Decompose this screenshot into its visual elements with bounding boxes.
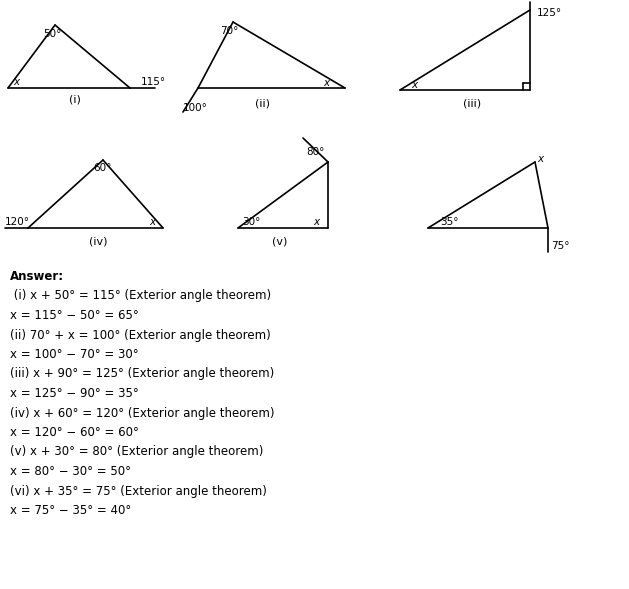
Text: 75°: 75°: [551, 241, 569, 251]
Text: x: x: [313, 217, 319, 227]
Text: 100°: 100°: [183, 103, 208, 113]
Text: 120°: 120°: [5, 217, 30, 227]
Text: (iv) x + 60° = 120° (Exterior angle theorem): (iv) x + 60° = 120° (Exterior angle theo…: [10, 406, 274, 419]
Text: 50°: 50°: [43, 29, 61, 39]
Text: (v): (v): [272, 237, 287, 247]
Text: 35°: 35°: [440, 217, 459, 227]
Text: x = 75° − 35° = 40°: x = 75° − 35° = 40°: [10, 504, 131, 517]
Text: 70°: 70°: [220, 26, 238, 36]
Text: (v) x + 30° = 80° (Exterior angle theorem): (v) x + 30° = 80° (Exterior angle theore…: [10, 445, 264, 458]
Text: 115°: 115°: [141, 77, 166, 87]
Text: (ii): (ii): [255, 98, 269, 108]
Text: Answer:: Answer:: [10, 270, 64, 283]
Text: (iii): (iii): [463, 98, 481, 108]
Text: 80°: 80°: [306, 147, 324, 157]
Text: x: x: [323, 78, 329, 88]
Text: x = 125° − 90° = 35°: x = 125° − 90° = 35°: [10, 387, 139, 400]
Text: x = 80° − 30° = 50°: x = 80° − 30° = 50°: [10, 465, 131, 478]
Text: x: x: [13, 77, 19, 87]
Text: (i): (i): [69, 95, 81, 105]
Text: x: x: [411, 80, 417, 90]
Text: x = 120° − 60° = 60°: x = 120° − 60° = 60°: [10, 426, 139, 439]
Text: x: x: [149, 217, 155, 227]
Text: (i) x + 50° = 115° (Exterior angle theorem): (i) x + 50° = 115° (Exterior angle theor…: [10, 290, 271, 303]
Text: 30°: 30°: [242, 217, 260, 227]
Text: x = 100° − 70° = 30°: x = 100° − 70° = 30°: [10, 348, 138, 361]
Text: (iii) x + 90° = 125° (Exterior angle theorem): (iii) x + 90° = 125° (Exterior angle the…: [10, 368, 274, 380]
Text: (iv): (iv): [89, 237, 108, 247]
Text: 125°: 125°: [537, 8, 562, 18]
Text: x = 115° − 50° = 65°: x = 115° − 50° = 65°: [10, 309, 139, 322]
Text: x: x: [537, 154, 543, 164]
Text: (vi) x + 35° = 75° (Exterior angle theorem): (vi) x + 35° = 75° (Exterior angle theor…: [10, 485, 267, 498]
Text: (ii) 70° + x = 100° (Exterior angle theorem): (ii) 70° + x = 100° (Exterior angle theo…: [10, 329, 270, 342]
Text: 60°: 60°: [93, 163, 111, 173]
